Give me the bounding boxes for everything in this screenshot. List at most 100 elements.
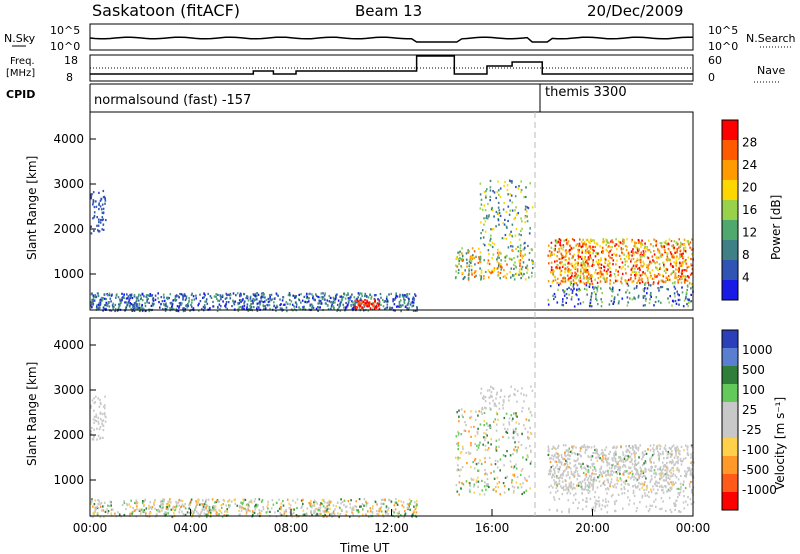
heatmap-cell	[585, 261, 588, 264]
heatmap-cell	[558, 482, 561, 485]
heatmap-cell	[402, 295, 405, 298]
heatmap-cell	[585, 245, 587, 248]
heatmap-cell	[612, 241, 614, 244]
heatmap-cell	[511, 201, 514, 204]
heatmap-cell	[594, 271, 596, 274]
heatmap-cell	[687, 265, 690, 268]
heatmap-cell	[633, 270, 636, 273]
heatmap-cell	[645, 488, 648, 491]
power-ylabel: Slant Range [km]	[25, 156, 39, 260]
heatmap-cell	[626, 296, 629, 299]
heatmap-cell	[646, 256, 649, 259]
colorbar-tick-label: -500	[742, 463, 769, 477]
heatmap-cell	[573, 281, 576, 284]
heatmap-cell	[247, 509, 250, 512]
heatmap-cell	[675, 476, 678, 479]
heatmap-cell	[514, 441, 516, 444]
heatmap-cell	[613, 500, 616, 503]
heatmap-cell	[114, 308, 117, 311]
heatmap-cell	[369, 293, 371, 296]
heatmap-cell	[668, 301, 670, 304]
heatmap-cell	[601, 504, 604, 507]
heatmap-cell	[502, 454, 505, 457]
heatmap-cell	[602, 453, 605, 456]
heatmap-cell	[627, 265, 629, 268]
heatmap-cell	[614, 275, 617, 278]
heatmap-cell	[568, 509, 570, 512]
heatmap-cell	[493, 267, 496, 270]
heatmap-cell	[564, 479, 566, 482]
heatmap-cell	[254, 498, 257, 501]
heatmap-cell	[654, 465, 657, 468]
heatmap-cell	[673, 502, 675, 505]
heatmap-cell	[601, 246, 604, 249]
heatmap-cell	[135, 296, 138, 299]
heatmap-cell	[628, 503, 630, 506]
heatmap-cell	[373, 304, 375, 307]
heatmap-cell	[233, 303, 236, 306]
heatmap-cell	[562, 254, 564, 258]
heatmap-cell	[511, 485, 514, 488]
heatmap-cell	[675, 454, 677, 457]
heatmap-cell	[582, 238, 584, 241]
heatmap-cell	[154, 499, 156, 502]
heatmap-cell	[506, 450, 508, 453]
heatmap-cell	[667, 274, 670, 278]
heatmap-cell	[113, 306, 115, 309]
heatmap-cell	[455, 484, 458, 487]
heatmap-cell	[653, 253, 656, 256]
heatmap-cell	[606, 246, 609, 249]
heatmap-cell	[347, 297, 350, 300]
heatmap-cell	[164, 309, 167, 312]
heatmap-cell	[660, 485, 663, 488]
heatmap-cell	[568, 447, 571, 450]
heatmap-cell	[550, 266, 553, 269]
heatmap-cell	[220, 511, 223, 514]
heatmap-cell	[678, 294, 680, 297]
heatmap-cell	[520, 217, 522, 220]
heatmap-cell	[218, 509, 220, 512]
heatmap-cell	[584, 251, 587, 254]
heatmap-cell	[378, 303, 380, 306]
heatmap-cell	[690, 472, 693, 475]
heatmap-cell	[636, 280, 639, 283]
heatmap-cell	[360, 505, 362, 508]
heatmap-cell	[241, 307, 243, 310]
heatmap-cell	[525, 418, 528, 421]
heatmap-cell	[489, 424, 491, 427]
heatmap-cell	[263, 293, 265, 296]
heatmap-cell	[495, 411, 498, 414]
heatmap-cell	[515, 427, 517, 430]
heatmap-cell	[458, 420, 460, 423]
heatmap-cell	[648, 271, 651, 274]
heatmap-cell	[660, 470, 663, 473]
heatmap-cell	[468, 263, 471, 266]
heatmap-cell	[594, 502, 596, 505]
heatmap-cell	[609, 271, 612, 274]
heatmap-cell	[590, 446, 593, 449]
heatmap-cell	[314, 298, 316, 301]
heatmap-cell	[631, 238, 633, 241]
heatmap-cell	[645, 461, 647, 465]
heatmap-cell	[499, 493, 502, 496]
heatmap-cell	[690, 293, 692, 296]
heatmap-cell	[128, 298, 131, 301]
heatmap-cell	[531, 259, 533, 262]
heatmap-cell	[634, 242, 636, 245]
heatmap-cell	[652, 447, 654, 450]
heatmap-cell	[652, 450, 655, 453]
heatmap-cell	[239, 513, 241, 516]
heatmap-cell	[629, 471, 631, 474]
heatmap-cell	[400, 514, 402, 517]
heatmap-cell	[479, 207, 482, 210]
heatmap-cell	[130, 293, 133, 296]
heatmap-cell	[624, 465, 627, 468]
heatmap-cell	[557, 457, 559, 460]
heatmap-cell	[254, 505, 256, 508]
heatmap-cell	[97, 303, 100, 306]
heatmap-cell	[588, 456, 590, 459]
heatmap-cell	[498, 223, 500, 226]
nsearch-label: N.Search	[746, 32, 796, 45]
heatmap-cell	[660, 255, 663, 258]
heatmap-cell	[678, 265, 681, 268]
